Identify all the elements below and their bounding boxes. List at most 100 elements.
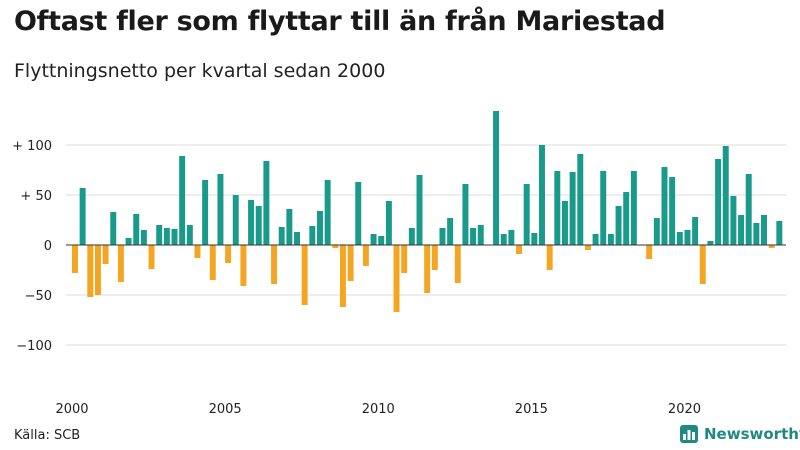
bar-2020-k1 bbox=[684, 230, 691, 245]
y-tick-label: 0 bbox=[44, 239, 52, 254]
bar-2016-k4 bbox=[584, 245, 591, 250]
bar-2000-k1 bbox=[72, 245, 78, 273]
bar-2022-k2 bbox=[753, 223, 760, 245]
bar-2013-k1 bbox=[470, 228, 477, 245]
bar-2004-k2 bbox=[202, 180, 209, 245]
bar-2002-k1 bbox=[133, 214, 140, 245]
bar-2004-k3 bbox=[209, 245, 216, 280]
y-tick-label: −50 bbox=[25, 289, 52, 304]
bar-2018-k2 bbox=[630, 171, 637, 245]
bar-chart: + 100 + 50 0 −50 −100 2000 2005 2010 2015 2020 bbox=[12, 111, 786, 417]
bar-2009-k1 bbox=[347, 245, 354, 281]
bar-2022-k4 bbox=[768, 245, 775, 248]
bar-2012-k1 bbox=[439, 228, 446, 245]
bar-2016-k3 bbox=[577, 154, 584, 245]
bar-2014-k4 bbox=[523, 184, 530, 245]
bar-2014-k1 bbox=[500, 234, 507, 245]
bar-2011-k1 bbox=[408, 228, 415, 245]
bar-2020-k2 bbox=[692, 217, 699, 245]
bar-2007-k1 bbox=[286, 209, 293, 245]
bar-chart-logo-icon bbox=[680, 425, 698, 443]
bar-2022-k1 bbox=[745, 174, 752, 245]
bar-2011-k4 bbox=[431, 245, 438, 270]
bar-2017-k1 bbox=[592, 234, 599, 245]
x-tick-label: 2000 bbox=[55, 402, 88, 417]
bar-2008-k1 bbox=[316, 211, 323, 245]
bar-2010-k3 bbox=[393, 245, 400, 312]
bar-2002-k4 bbox=[156, 225, 163, 245]
bar-2006-k4 bbox=[278, 227, 285, 245]
bar-2008-k4 bbox=[339, 245, 346, 307]
bar-2010-k4 bbox=[401, 245, 408, 273]
bar-2021-k3 bbox=[730, 196, 737, 245]
bar-2005-k1 bbox=[225, 245, 232, 263]
bar-2012-k4 bbox=[462, 184, 469, 245]
x-tick-label: 2005 bbox=[209, 402, 242, 417]
y-tick-label: + 100 bbox=[12, 139, 52, 154]
bar-2008-k3 bbox=[332, 245, 339, 248]
bar-2007-k3 bbox=[301, 245, 308, 305]
bar-2011-k3 bbox=[424, 245, 431, 293]
bar-2009-k4 bbox=[370, 234, 377, 245]
x-tick-label: 2010 bbox=[362, 402, 395, 417]
bar-2003-k4 bbox=[186, 225, 193, 245]
bar-2023-k1 bbox=[776, 221, 783, 245]
bar-2015-k2 bbox=[539, 145, 545, 245]
bar-2021-k4 bbox=[738, 215, 745, 245]
y-tick-label: −100 bbox=[16, 339, 52, 354]
brand-name: Newsworthy bbox=[704, 425, 800, 443]
bar-2016-k2 bbox=[569, 172, 576, 245]
bar-2015-k4 bbox=[554, 171, 561, 245]
bar-2005-k3 bbox=[240, 245, 247, 286]
bar-2009-k3 bbox=[362, 245, 369, 266]
bar-2005-k2 bbox=[232, 195, 239, 245]
bar-2006-k2 bbox=[263, 161, 270, 245]
bar-2014-k3 bbox=[516, 245, 523, 254]
bar-2017-k2 bbox=[600, 171, 607, 245]
bar-2000-k3 bbox=[87, 245, 94, 297]
bar-2021-k2 bbox=[722, 146, 729, 245]
bar-2018-k1 bbox=[623, 192, 630, 245]
bar-2021-k1 bbox=[715, 159, 722, 245]
bar-2022-k3 bbox=[761, 215, 767, 245]
bar-2003-k3 bbox=[179, 156, 186, 245]
bar-2000-k4 bbox=[94, 245, 101, 295]
bar-2000-k2 bbox=[79, 188, 86, 245]
bar-2002-k3 bbox=[148, 245, 155, 269]
brand-logo[interactable]: Newsworthy bbox=[680, 425, 800, 443]
bar-2013-k2 bbox=[477, 225, 484, 245]
bar-2020-k3 bbox=[699, 245, 706, 284]
bar-2010-k1 bbox=[378, 236, 385, 245]
bar-2004-k4 bbox=[217, 174, 224, 245]
chart-subtitle: Flyttningsnetto per kvartal sedan 2000 bbox=[14, 60, 386, 82]
tick-layer: + 100 + 50 0 −50 −100 2000 2005 2010 2015 2020 bbox=[12, 139, 701, 417]
x-tick-label: 2015 bbox=[515, 402, 548, 417]
bar-2015-k1 bbox=[531, 233, 538, 245]
chart-title: Oftast fler som flyttar till än från Mar… bbox=[14, 6, 666, 37]
bar-2004-k1 bbox=[194, 245, 201, 258]
bar-2020-k4 bbox=[707, 241, 714, 245]
bar-2014-k2 bbox=[508, 230, 515, 245]
source-note: Källa: SCB bbox=[14, 428, 81, 443]
bar-2008-k2 bbox=[324, 180, 331, 245]
bar-2001-k1 bbox=[102, 245, 109, 264]
bar-2011-k2 bbox=[416, 175, 423, 245]
bar-2017-k3 bbox=[607, 234, 614, 245]
y-tick-label: + 50 bbox=[20, 189, 52, 204]
bar-2001-k3 bbox=[117, 245, 124, 282]
x-tick-label: 2020 bbox=[668, 402, 701, 417]
bar-2019-k4 bbox=[676, 232, 683, 245]
bar-2003-k2 bbox=[171, 229, 178, 245]
bar-2006-k3 bbox=[271, 245, 278, 284]
bar-2017-k4 bbox=[615, 206, 622, 245]
bar-2007-k2 bbox=[294, 232, 300, 245]
bar-2007-k4 bbox=[309, 226, 316, 245]
bar-2002-k2 bbox=[140, 230, 147, 245]
bar-2019-k3 bbox=[669, 177, 676, 245]
bar-2019-k2 bbox=[661, 167, 668, 245]
bar-2012-k2 bbox=[447, 218, 454, 245]
bar-layer bbox=[66, 111, 786, 312]
bar-2018-k4 bbox=[646, 245, 653, 259]
bar-2010-k2 bbox=[385, 201, 392, 245]
bar-2012-k3 bbox=[454, 245, 461, 283]
